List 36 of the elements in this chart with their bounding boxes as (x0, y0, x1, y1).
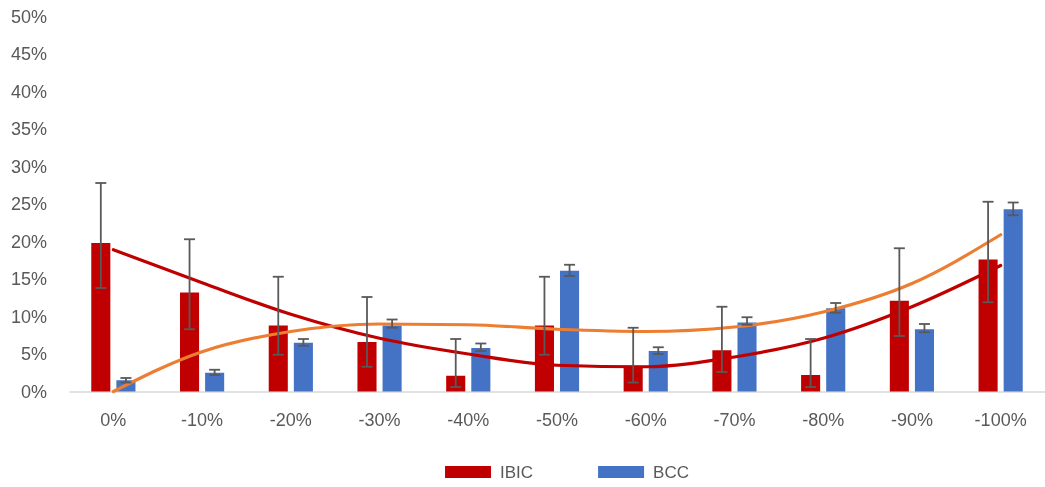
x-tick-label: -10% (181, 410, 224, 431)
y-tick-label: 0% (20, 381, 47, 402)
bar (180, 292, 200, 392)
bar (1003, 209, 1023, 392)
x-tick-label: -40% (447, 410, 490, 431)
x-tick-label: 0% (100, 410, 127, 431)
y-tick-label: 10% (10, 306, 47, 327)
x-tick-label: -50% (535, 410, 579, 431)
bar (826, 308, 846, 392)
bar (560, 270, 580, 392)
x-tick-label: -70% (713, 410, 756, 431)
y-tick-label: 20% (10, 231, 47, 252)
x-tick-label: -90% (890, 410, 933, 431)
y-tick-label: 5% (20, 344, 47, 365)
bar (357, 342, 377, 392)
y-tick-label: 35% (10, 119, 47, 140)
bar (914, 329, 934, 392)
bar (91, 243, 111, 392)
bar (268, 325, 288, 392)
legend-label: BCC (653, 462, 689, 482)
bar (293, 342, 313, 392)
y-tick-label: 30% (10, 156, 47, 177)
line-series (111, 233, 1003, 394)
legend-label: IBIC (500, 462, 534, 482)
bar (382, 325, 402, 392)
y-tick-label: 25% (10, 194, 47, 215)
y-tick-label: 15% (10, 269, 47, 290)
x-tick-label: -30% (358, 410, 401, 431)
x-tick-label: -20% (269, 410, 312, 431)
x-tick-label: -100% (974, 410, 1027, 431)
x-tick-label: -60% (624, 410, 667, 431)
y-tick-label: 50% (10, 6, 47, 27)
bar (205, 372, 225, 392)
y-tick-label: 40% (10, 81, 47, 102)
y-tick-label: 45% (10, 44, 47, 65)
x-tick-label: -80% (802, 410, 845, 431)
